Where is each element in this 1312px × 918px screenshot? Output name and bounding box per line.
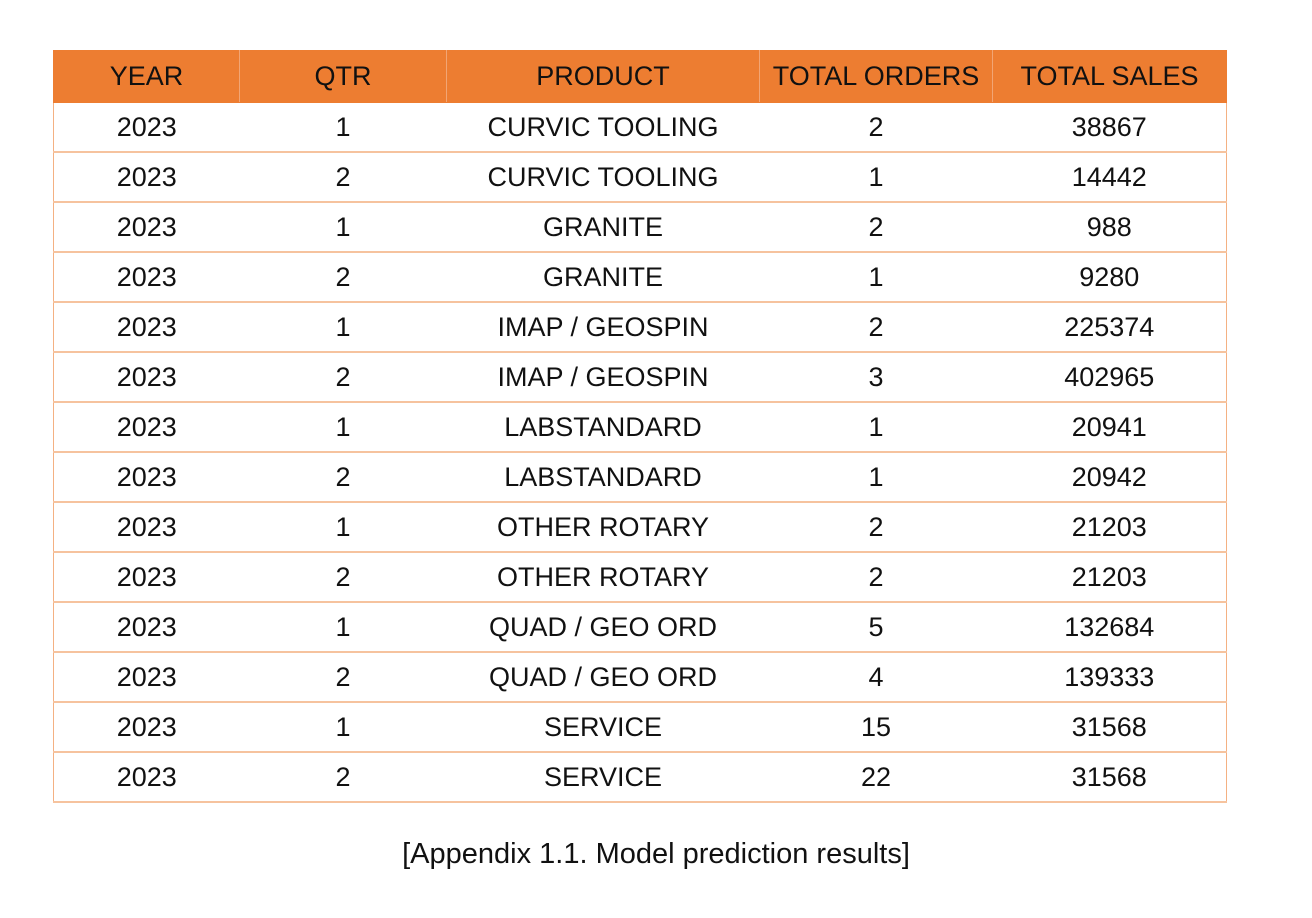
year-cell: 2023 <box>53 152 240 203</box>
qtr-cell: 1 <box>239 202 447 253</box>
table-row: 2023 1 GRANITE 2 988 <box>53 202 1227 253</box>
total-orders-cell: 2 <box>759 552 993 603</box>
product-cell: GRANITE <box>446 252 760 303</box>
table-row: 2023 1 SERVICE 15 31568 <box>53 702 1227 753</box>
total-orders-cell: 1 <box>759 452 993 503</box>
table-row: 2023 2 SERVICE 22 31568 <box>53 752 1227 803</box>
product-cell: LABSTANDARD <box>446 452 760 503</box>
qtr-cell: 1 <box>239 102 447 153</box>
table-row: 2023 1 OTHER ROTARY 2 21203 <box>53 502 1227 553</box>
total-orders-cell: 2 <box>759 502 993 553</box>
table-header-row: YEAR QTR PRODUCT TOTAL ORDERS TOTAL SALE… <box>53 50 1227 103</box>
qtr-cell: 2 <box>239 252 447 303</box>
product-cell: GRANITE <box>446 202 760 253</box>
total-sales-cell: 14442 <box>992 152 1227 203</box>
year-cell: 2023 <box>53 352 240 403</box>
results-table: YEAR QTR PRODUCT TOTAL ORDERS TOTAL SALE… <box>53 50 1227 803</box>
total-orders-cell: 4 <box>759 652 993 703</box>
header-product: PRODUCT <box>446 50 760 103</box>
total-sales-cell: 21203 <box>992 502 1227 553</box>
total-sales-cell: 20941 <box>992 402 1227 453</box>
product-cell: IMAP / GEOSPIN <box>446 352 760 403</box>
total-orders-cell: 2 <box>759 102 993 153</box>
year-cell: 2023 <box>53 552 240 603</box>
total-sales-cell: 9280 <box>992 252 1227 303</box>
table-row: 2023 1 LABSTANDARD 1 20941 <box>53 402 1227 453</box>
qtr-cell: 1 <box>239 502 447 553</box>
total-sales-cell: 132684 <box>992 602 1227 653</box>
year-cell: 2023 <box>53 452 240 503</box>
qtr-cell: 2 <box>239 552 447 603</box>
year-cell: 2023 <box>53 652 240 703</box>
product-cell: QUAD / GEO ORD <box>446 652 760 703</box>
header-total-orders: TOTAL ORDERS <box>759 50 993 103</box>
total-orders-cell: 22 <box>759 752 993 803</box>
table-row: 2023 2 CURVIC TOOLING 1 14442 <box>53 152 1227 203</box>
total-orders-cell: 2 <box>759 302 993 353</box>
header-year: YEAR <box>53 50 240 103</box>
total-sales-cell: 225374 <box>992 302 1227 353</box>
total-orders-cell: 1 <box>759 402 993 453</box>
total-orders-cell: 1 <box>759 152 993 203</box>
total-sales-cell: 31568 <box>992 752 1227 803</box>
product-cell: SERVICE <box>446 752 760 803</box>
table-row: 2023 1 QUAD / GEO ORD 5 132684 <box>53 602 1227 653</box>
total-orders-cell: 3 <box>759 352 993 403</box>
year-cell: 2023 <box>53 752 240 803</box>
qtr-cell: 1 <box>239 602 447 653</box>
qtr-cell: 1 <box>239 302 447 353</box>
year-cell: 2023 <box>53 402 240 453</box>
product-cell: OTHER ROTARY <box>446 502 760 553</box>
year-cell: 2023 <box>53 202 240 253</box>
product-cell: LABSTANDARD <box>446 402 760 453</box>
qtr-cell: 2 <box>239 452 447 503</box>
total-orders-cell: 1 <box>759 252 993 303</box>
product-cell: SERVICE <box>446 702 760 753</box>
year-cell: 2023 <box>53 702 240 753</box>
table-row: 2023 1 IMAP / GEOSPIN 2 225374 <box>53 302 1227 353</box>
qtr-cell: 2 <box>239 152 447 203</box>
table-row: 2023 2 GRANITE 1 9280 <box>53 252 1227 303</box>
total-sales-cell: 139333 <box>992 652 1227 703</box>
qtr-cell: 2 <box>239 352 447 403</box>
year-cell: 2023 <box>53 602 240 653</box>
product-cell: IMAP / GEOSPIN <box>446 302 760 353</box>
table-caption: [Appendix 1.1. Model prediction results] <box>402 838 910 870</box>
product-cell: OTHER ROTARY <box>446 552 760 603</box>
table-body: 2023 1 CURVIC TOOLING 2 38867 2023 2 CURVIC TOO… <box>53 102 1227 803</box>
total-sales-cell: 21203 <box>992 552 1227 603</box>
total-sales-cell: 988 <box>992 202 1227 253</box>
table-row: 2023 2 LABSTANDARD 1 20942 <box>53 452 1227 503</box>
total-sales-cell: 402965 <box>992 352 1227 403</box>
table-row: 2023 2 OTHER ROTARY 2 21203 <box>53 552 1227 603</box>
table-row: 2023 1 CURVIC TOOLING 2 38867 <box>53 102 1227 153</box>
qtr-cell: 1 <box>239 402 447 453</box>
product-cell: CURVIC TOOLING <box>446 152 760 203</box>
qtr-cell: 2 <box>239 752 447 803</box>
year-cell: 2023 <box>53 302 240 353</box>
total-sales-cell: 38867 <box>992 102 1227 153</box>
header-qtr: QTR <box>239 50 447 103</box>
qtr-cell: 1 <box>239 702 447 753</box>
year-cell: 2023 <box>53 502 240 553</box>
table-row: 2023 2 QUAD / GEO ORD 4 139333 <box>53 652 1227 703</box>
product-cell: CURVIC TOOLING <box>446 102 760 153</box>
total-orders-cell: 5 <box>759 602 993 653</box>
total-sales-cell: 31568 <box>992 702 1227 753</box>
results-table-container: YEAR QTR PRODUCT TOTAL ORDERS TOTAL SALE… <box>53 50 1227 803</box>
table-row: 2023 2 IMAP / GEOSPIN 3 402965 <box>53 352 1227 403</box>
total-sales-cell: 20942 <box>992 452 1227 503</box>
header-total-sales: TOTAL SALES <box>992 50 1227 103</box>
total-orders-cell: 2 <box>759 202 993 253</box>
year-cell: 2023 <box>53 252 240 303</box>
year-cell: 2023 <box>53 102 240 153</box>
total-orders-cell: 15 <box>759 702 993 753</box>
table-header: YEAR QTR PRODUCT TOTAL ORDERS TOTAL SALE… <box>53 50 1227 103</box>
product-cell: QUAD / GEO ORD <box>446 602 760 653</box>
qtr-cell: 2 <box>239 652 447 703</box>
